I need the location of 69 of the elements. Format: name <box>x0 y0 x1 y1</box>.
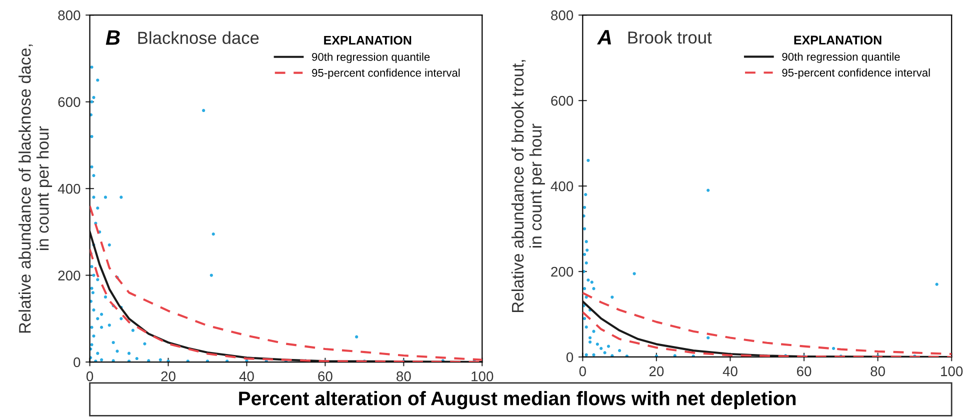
x-tick-label: 60 <box>318 371 332 382</box>
x-tick-label: 20 <box>649 366 664 376</box>
point <box>610 296 614 299</box>
y-tick-label: 0 <box>74 357 80 368</box>
x-tick-label: 100 <box>472 371 494 382</box>
point <box>582 227 586 230</box>
point <box>592 353 596 356</box>
legend-label: 95-percent confidence interval <box>312 68 460 79</box>
y-tick-label: 800 <box>551 10 574 20</box>
x-tick-label: 80 <box>870 366 885 376</box>
legend-label: 90th regression quantile <box>782 52 900 63</box>
x-tick-label: 40 <box>239 371 254 382</box>
point <box>618 349 622 352</box>
point <box>584 261 588 265</box>
point <box>832 346 836 350</box>
point <box>582 206 586 209</box>
point <box>584 353 588 356</box>
point <box>584 296 588 299</box>
x-tick-label: 40 <box>722 366 738 376</box>
text: Brook trout <box>628 30 712 44</box>
y-axis-title: Relative abundance of blacknose dace, in count per hour <box>18 44 52 333</box>
point <box>596 342 599 346</box>
point <box>584 326 588 329</box>
x-tick-label: 0 <box>579 366 586 376</box>
x-tick-label: 60 <box>797 366 812 376</box>
y-tick-label: 400 <box>58 184 80 194</box>
x-axis-title: Percent alteration of August median flows with net depletion <box>239 391 796 410</box>
x-tick-label: 0 <box>86 371 94 382</box>
point <box>586 158 590 162</box>
point <box>706 336 710 340</box>
annotation: A <box>597 30 611 44</box>
point <box>584 193 588 196</box>
y-tick-label: 600 <box>58 97 80 107</box>
x-tick-label: 80 <box>396 371 411 382</box>
point <box>592 330 596 333</box>
point <box>632 272 636 276</box>
y-axis-title: Relative abundance of brook trout, in count per hour <box>511 60 545 312</box>
line-series <box>582 292 952 356</box>
point <box>935 282 938 286</box>
point <box>588 336 592 340</box>
point <box>582 316 586 320</box>
legend-label: 95-percent confidence interval <box>782 68 930 79</box>
y-tick-label: 200 <box>58 270 80 280</box>
y-tick-label: 200 <box>551 266 574 277</box>
point <box>586 248 589 252</box>
x-tick-label: 100 <box>941 366 963 376</box>
text: Blacknose dace <box>138 31 259 44</box>
point <box>586 278 590 282</box>
point <box>706 188 710 192</box>
legend-label: 90th regression quantile <box>312 52 430 64</box>
y-tick-label: 400 <box>550 181 574 192</box>
y-tick-label: 800 <box>58 10 80 20</box>
y-tick-label: 0 <box>566 352 574 362</box>
x-tick-label: 20 <box>161 371 176 382</box>
point <box>600 346 603 350</box>
point <box>606 344 610 348</box>
point <box>582 214 586 218</box>
legend-title: EXPLANATION <box>324 36 412 45</box>
point <box>582 270 586 274</box>
y-tick-label: 600 <box>551 96 574 106</box>
point <box>582 252 586 256</box>
point <box>584 240 588 244</box>
point <box>592 287 596 290</box>
point <box>588 340 592 344</box>
point <box>590 280 594 284</box>
point <box>603 351 606 354</box>
legend-title: EXPLANATION <box>794 36 882 45</box>
point <box>582 287 586 290</box>
annotation: B <box>106 30 120 45</box>
